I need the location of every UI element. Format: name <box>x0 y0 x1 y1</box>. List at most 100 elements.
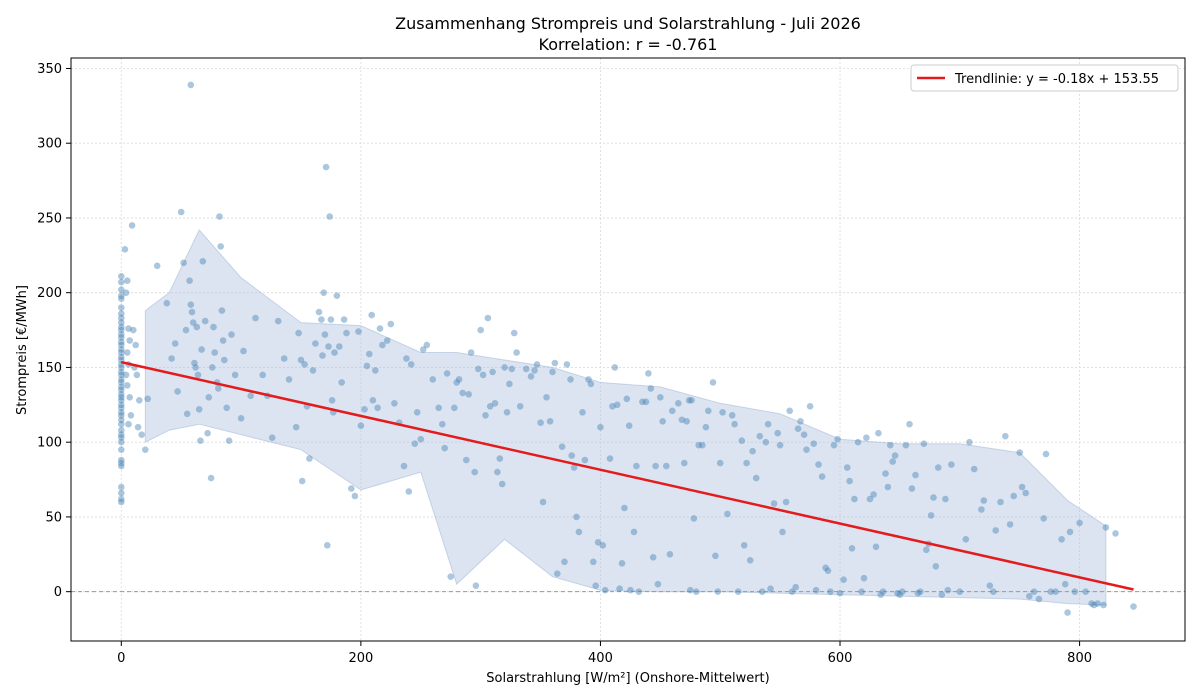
data-point <box>854 438 862 446</box>
data-point <box>118 462 125 470</box>
data-point <box>118 292 125 300</box>
data-point <box>803 446 810 454</box>
data-point <box>618 560 626 567</box>
x-axis-ticks: 0 200 400 600 800 <box>117 641 1092 666</box>
data-point <box>527 373 535 380</box>
data-point <box>125 420 132 428</box>
data-point <box>122 371 130 379</box>
y-tick-label: 200 <box>37 286 62 301</box>
data-point <box>496 455 504 462</box>
data-point <box>322 163 330 171</box>
data-point <box>435 404 443 412</box>
data-point <box>324 542 331 549</box>
data-point <box>863 434 870 442</box>
data-point <box>295 329 302 337</box>
data-point <box>118 314 125 322</box>
data-point <box>687 586 694 594</box>
data-point <box>125 325 132 332</box>
data-point <box>1090 601 1098 609</box>
data-point <box>306 455 313 462</box>
data-point <box>240 347 247 355</box>
data-point <box>891 452 899 459</box>
data-point <box>118 326 125 334</box>
data-point <box>818 473 826 480</box>
data-point <box>477 326 485 334</box>
data-point <box>647 385 655 392</box>
data-point <box>118 371 125 379</box>
data-point <box>923 546 930 554</box>
data-point <box>366 350 373 358</box>
data-point <box>215 385 222 392</box>
data-point <box>506 380 513 388</box>
data-point <box>387 320 395 328</box>
y-tick-label: 250 <box>37 211 62 226</box>
data-point <box>443 370 451 377</box>
data-point <box>274 317 282 325</box>
data-point <box>118 456 125 464</box>
data-point <box>252 314 259 322</box>
data-point <box>118 412 125 419</box>
data-point <box>494 468 501 476</box>
data-point <box>654 580 662 588</box>
data-point <box>513 349 520 356</box>
data-point <box>357 422 365 430</box>
data-point <box>205 394 213 401</box>
data-point <box>351 492 359 500</box>
data-point <box>118 353 125 361</box>
data-point <box>187 301 195 309</box>
data-point <box>683 418 690 425</box>
data-point <box>321 331 329 338</box>
y-axis-label: Strompreis [€/MWh] <box>15 285 30 415</box>
data-point <box>914 589 922 597</box>
data-point <box>877 591 884 598</box>
data-point <box>709 379 717 386</box>
data-point <box>1006 521 1014 528</box>
data-point <box>764 420 772 428</box>
data-point <box>537 419 544 427</box>
data-point <box>678 416 686 424</box>
data-point <box>585 376 592 383</box>
data-point <box>118 273 125 280</box>
data-point <box>423 341 431 349</box>
data-point <box>1058 536 1065 543</box>
data-point <box>403 355 410 362</box>
data-point <box>319 352 326 359</box>
data-point <box>573 513 580 521</box>
data-point <box>465 391 473 398</box>
data-point <box>625 422 633 430</box>
data-point <box>884 483 892 491</box>
data-point <box>118 383 125 391</box>
data-point <box>1026 592 1033 600</box>
data-point <box>516 403 524 410</box>
data-point <box>121 246 129 253</box>
data-point <box>613 401 621 409</box>
data-point <box>1076 519 1083 527</box>
data-point <box>186 277 193 285</box>
data-point <box>734 588 742 595</box>
data-point <box>118 426 125 434</box>
data-point <box>810 440 817 448</box>
data-point <box>740 542 748 549</box>
data-point <box>815 461 822 468</box>
data-point <box>649 554 657 561</box>
data-point <box>363 362 371 370</box>
data-point <box>836 589 844 597</box>
data-point <box>124 382 131 389</box>
data-point <box>472 582 480 589</box>
data-point <box>889 458 896 465</box>
data-point <box>812 586 820 594</box>
data-point <box>633 462 640 470</box>
data-points <box>118 81 1137 616</box>
legend: Trendlinie: y = -0.18x + 153.55 <box>910 64 1179 92</box>
data-point <box>118 483 125 491</box>
data-point <box>144 395 151 403</box>
data-point <box>320 289 328 297</box>
data-point <box>136 397 143 404</box>
data-point <box>171 340 179 347</box>
data-point <box>498 480 506 488</box>
data-point <box>118 386 125 394</box>
data-point <box>1094 600 1101 607</box>
data-point <box>1100 601 1107 609</box>
data-point <box>990 588 997 595</box>
